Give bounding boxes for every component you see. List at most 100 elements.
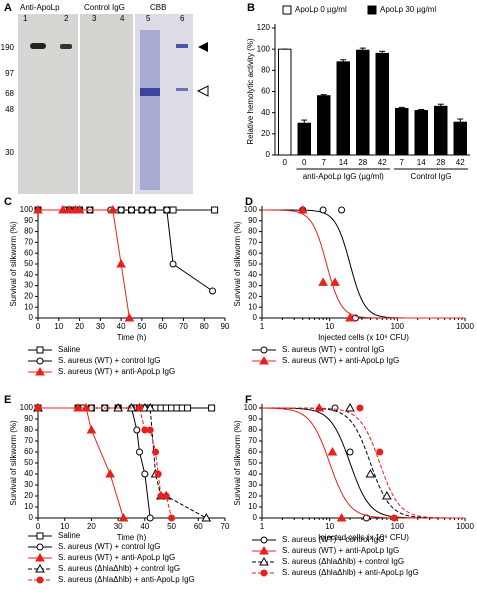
lane-title: Anti-ApoLp (20, 3, 60, 12)
data-point (346, 448, 354, 456)
y-tick-label: 40 (24, 270, 33, 279)
mw-marker: 190 (1, 43, 15, 52)
data-point (331, 404, 339, 412)
data-point (86, 424, 97, 434)
lane-number: 4 (120, 14, 125, 23)
data-point (390, 514, 398, 522)
x-tick-label: 42 (378, 158, 387, 167)
x-tick-label: 30 (114, 522, 123, 531)
panel-label: E (4, 394, 11, 406)
data-point (124, 312, 135, 322)
legend-label: S. aureus (WT) + anti-ApoLp IgG (282, 356, 399, 365)
y-axis-label: Relative hemolytic activity (%) (246, 38, 255, 145)
y-tick-label: 70 (248, 436, 257, 445)
data-point (338, 206, 346, 214)
x-tick-label: 10 (54, 322, 63, 331)
band (30, 43, 46, 49)
data-point (168, 514, 176, 522)
y-tick-label: 0 (253, 513, 258, 522)
x-tick-label: 10 (60, 522, 69, 531)
data-point (345, 312, 355, 322)
x-tick-label: 1000 (456, 322, 474, 331)
data-point (365, 468, 376, 478)
panel-label: C (4, 196, 12, 208)
data-point (376, 448, 384, 456)
bar (395, 107, 409, 156)
data-point (319, 206, 327, 214)
data-point (184, 404, 192, 412)
x-axis-label: Injected cells (x 10⁶ CFU) (318, 333, 409, 342)
data-point (169, 206, 177, 214)
x-tick-label: 14 (339, 158, 348, 167)
panel-label: F (245, 394, 252, 406)
x-tick-label: 60 (158, 322, 167, 331)
y-tick-label: 90 (248, 216, 257, 225)
x-tick-label: 40 (140, 522, 149, 531)
legend-label: S. aureus (WT) + control IgG (58, 356, 160, 365)
arrowhead (198, 42, 208, 52)
y-tick-label: 40 (261, 108, 270, 117)
data-point (345, 402, 355, 412)
bar (336, 61, 350, 156)
ladder (140, 30, 160, 190)
y-tick-label: 0 (253, 313, 258, 322)
data-point (145, 402, 156, 412)
y-tick-label: 50 (24, 259, 33, 268)
mw-marker: 68 (5, 89, 14, 98)
legend-label: S. aureus (ΔhlaΔhlb) + anti-ApoLp IgG (58, 575, 195, 584)
lane-number: 5 (146, 14, 151, 23)
bar (297, 122, 311, 156)
panel-label: A (4, 2, 12, 14)
data-point (327, 446, 338, 456)
y-tick-label: 90 (24, 414, 33, 423)
y-tick-label: 0 (29, 313, 34, 322)
series-line (38, 209, 213, 292)
lane-title: Control IgG (84, 3, 125, 12)
y-tick-label: 20 (261, 129, 270, 138)
x-tick-label: 20 (87, 522, 96, 531)
x-tick-label: 7 (322, 158, 327, 167)
fit-curve (262, 209, 465, 319)
data-point (117, 206, 125, 214)
band (176, 44, 188, 48)
legend-swatch (367, 5, 377, 15)
x-tick-label: 70 (221, 522, 230, 531)
y-tick-label: 80 (248, 425, 257, 434)
bar (375, 52, 389, 156)
legend-label: ApoLp 0 µg/ml (295, 5, 347, 14)
panel-label: D (245, 196, 253, 208)
data-point (64, 204, 75, 214)
legend-marker (36, 346, 44, 354)
y-tick-label: 30 (24, 480, 33, 489)
series-line (38, 407, 124, 519)
data-point (162, 492, 170, 500)
lane-title: CBB (150, 3, 166, 12)
x-tick-label: 7 (400, 158, 405, 167)
data-point (169, 260, 177, 268)
y-tick-label: 60 (248, 447, 257, 456)
x-tick-label: 28 (436, 158, 445, 167)
data-point (330, 277, 340, 286)
x-tick-label: 10 (325, 522, 334, 531)
data-point (336, 512, 347, 522)
x-tick-label: 50 (167, 522, 176, 531)
y-tick-label: 10 (248, 302, 257, 311)
legend-label: S. aureus (WT) + control IgG (58, 542, 160, 551)
y-tick-label: 120 (257, 23, 271, 32)
y-tick-label: 40 (248, 270, 257, 279)
legend-label: Saline (58, 345, 81, 354)
legend-label: ApoLp 30 µg/ml (380, 5, 436, 14)
legend-marker (36, 576, 44, 584)
y-axis-label: Survival of silkworm (%) (9, 221, 18, 307)
data-point (314, 402, 325, 412)
x-tick-label: 40 (117, 322, 126, 331)
y-tick-label: 20 (24, 491, 33, 500)
bar (317, 95, 331, 156)
x-tick-label: 0 (36, 522, 41, 531)
data-point (201, 512, 212, 522)
legend-marker (35, 552, 45, 562)
legend-marker (36, 357, 44, 365)
x-tick-label: 60 (194, 522, 203, 531)
legend-label: S. aureus (WT) + anti-ApoLp IgG (58, 367, 175, 376)
y-tick-label: 100 (20, 403, 34, 412)
